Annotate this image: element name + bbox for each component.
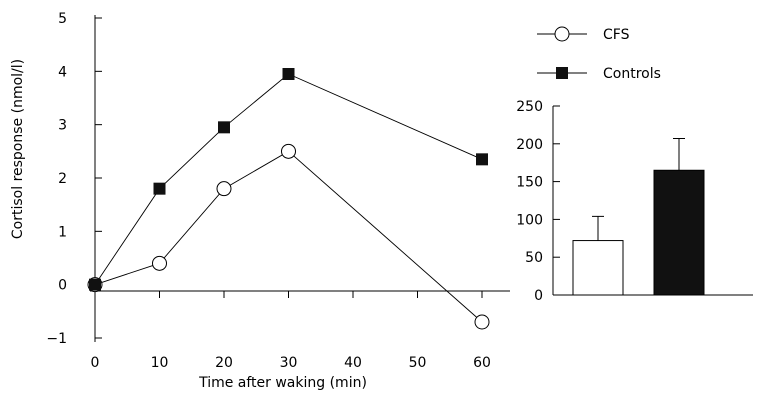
bar-chart-y-tick-label: 250 <box>516 99 543 115</box>
legend: CFS Controls <box>537 26 661 82</box>
data-point-controls <box>476 153 488 166</box>
data-point-cfs <box>474 314 490 330</box>
line-chart-y-tick-label: −1 <box>46 331 67 347</box>
bar-chart-bars <box>572 138 705 296</box>
data-point-controls <box>218 121 230 134</box>
line-chart-y-ticks: −1 0 1 2 3 4 5 <box>46 11 102 347</box>
legend-marker-controls <box>556 67 568 79</box>
line-chart-y-label: Cortisol response (nmol/l) <box>10 59 26 239</box>
bar-chart-y-tick-label: 200 <box>516 137 543 153</box>
line-chart-x-tick-label: 40 <box>344 355 362 371</box>
line-chart-y-tick-label: 0 <box>58 278 67 294</box>
data-point-controls <box>153 182 166 195</box>
line-chart-x-tick-label: 0 <box>91 355 100 371</box>
line-chart-series <box>87 68 490 330</box>
bar-chart-y-tick-label: 50 <box>525 250 543 266</box>
line-chart-x-tick-label: 20 <box>215 355 233 371</box>
bar-chart-y-ticks: 0 50 100 150 200 250 <box>516 99 560 304</box>
series-line-controls <box>94 73 483 285</box>
line-chart-y-tick-label: 4 <box>58 64 67 80</box>
bar-cfs <box>572 240 624 296</box>
bar-chart-y-tick-label: 150 <box>516 175 543 191</box>
line-chart-x-tick-label: 60 <box>473 355 491 371</box>
legend-label-cfs: CFS <box>603 27 630 43</box>
line-chart-y-tick-label: 1 <box>58 224 67 240</box>
bar-chart-y-tick-label: 100 <box>516 212 543 228</box>
line-chart-x-label: Time after waking (min) <box>198 375 367 391</box>
line-chart-y-tick-label: 5 <box>58 11 67 27</box>
bar-chart: 0 50 100 150 200 250 <box>516 99 753 304</box>
data-point-controls <box>282 68 295 80</box>
bar-chart-y-tick-label: 0 <box>534 288 543 304</box>
line-chart: −1 0 1 2 3 4 5 0 10 20 30 40 50 60 Cortisol response… <box>10 11 510 391</box>
bar-controls <box>653 169 705 296</box>
line-chart-x-tick-label: 50 <box>409 355 427 371</box>
line-chart-x-tick-label: 30 <box>280 355 298 371</box>
line-chart-y-tick-label: 2 <box>58 171 67 187</box>
line-chart-y-tick-label: 3 <box>58 118 67 134</box>
legend-label-controls: Controls <box>603 66 661 82</box>
data-point-controls <box>89 278 101 291</box>
data-point-cfs <box>281 143 296 159</box>
line-chart-x-ticks: 0 10 20 30 40 50 60 <box>91 291 491 371</box>
data-point-cfs <box>152 255 167 271</box>
line-chart-x-tick-label: 10 <box>151 355 169 371</box>
data-point-cfs <box>216 181 232 197</box>
legend-marker-cfs <box>554 26 570 42</box>
